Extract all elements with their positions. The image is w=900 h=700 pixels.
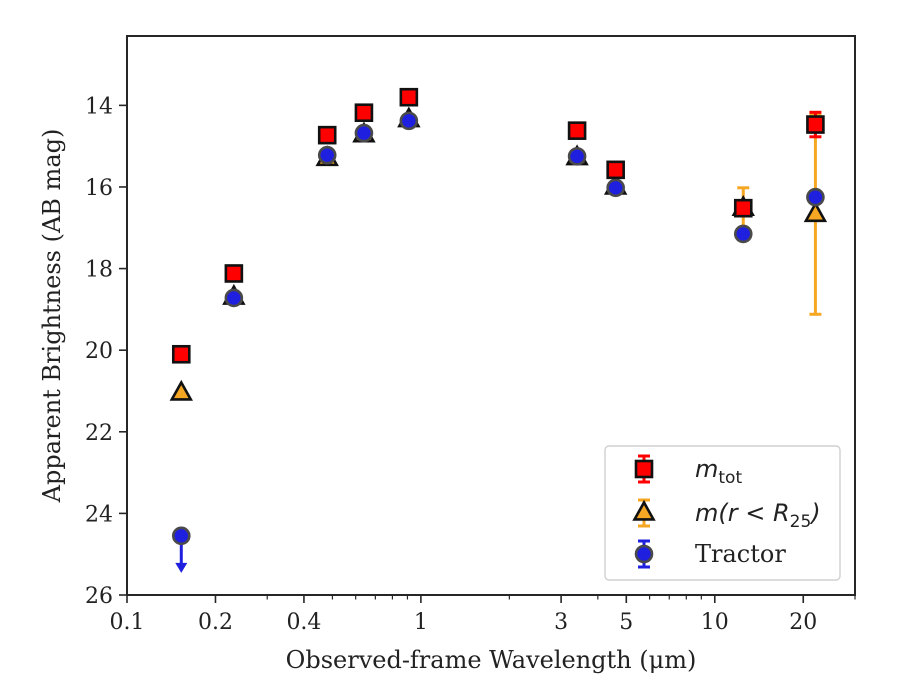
data-point-circle [317,145,337,165]
data-point-circle [171,526,191,546]
data-point-circle [354,123,374,143]
data-point-circle [733,224,753,244]
series-square [171,87,825,364]
y-tick-label: 18 [85,258,113,283]
data-point-circle [806,187,825,207]
x-tick-label: 5 [619,610,633,635]
y-tick-label: 20 [85,339,113,364]
series-circle [171,111,825,573]
legend: mtot m(r < R25) Tractor [604,445,841,581]
y-tick-label: 14 [85,94,113,119]
x-axis: 0.1 0.2 0.4 1 3 5 10 20 [110,595,856,635]
legend-label: m(r < R25) [695,499,821,532]
y-tick-label: 26 [85,584,113,609]
x-tick-label: 0.2 [198,610,233,635]
data-point-triangle [803,201,828,223]
y-axis: 14 16 18 20 22 24 26 [85,94,127,609]
data-point-square [224,264,244,283]
plot-area [169,87,828,573]
y-tick-label: 16 [85,176,113,201]
data-point-square [606,160,625,180]
x-tick-label: 10 [701,610,729,635]
data-point-square [567,121,587,140]
legend-marker-square [634,459,654,479]
data-point-triangle [169,379,193,401]
arrow-head [175,562,188,573]
plot-frame [126,35,856,596]
data-point-square [171,344,191,364]
x-tick-label: 1 [414,610,428,635]
x-tick-label: 3 [554,610,568,635]
legend-label: mtot [695,455,742,488]
data-point-square [399,87,419,107]
x-tick-label: 0.1 [110,610,145,635]
data-point-square [733,198,753,218]
y-tick-label: 22 [85,421,113,446]
data-point-circle [606,178,625,198]
y-tick-label: 24 [85,502,113,527]
data-point-circle [399,111,419,131]
data-point-circle [567,147,587,166]
data-point-square [806,115,825,134]
x-axis-label: Observed-frame Wavelength (μm) [286,646,697,674]
data-point-square [354,103,374,123]
y-axis-label: Apparent Brightness (AB mag) [38,129,66,504]
data-point-circle [224,288,244,308]
x-tick-label: 0.4 [286,610,321,635]
legend-box [604,445,841,581]
data-point-square [317,125,337,145]
legend-marker-circle [634,544,654,564]
legend-label: Tractor [695,540,786,568]
x-tick-label: 20 [789,610,817,635]
legend-marker-triangle [632,499,656,521]
